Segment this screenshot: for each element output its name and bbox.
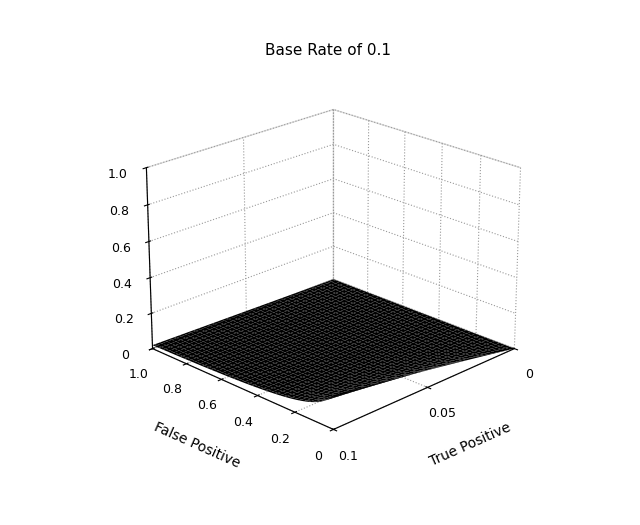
- Title: Base Rate of 0.1: Base Rate of 0.1: [265, 43, 391, 58]
- X-axis label: True Positive: True Positive: [427, 421, 513, 469]
- Y-axis label: False Positive: False Positive: [152, 419, 243, 470]
